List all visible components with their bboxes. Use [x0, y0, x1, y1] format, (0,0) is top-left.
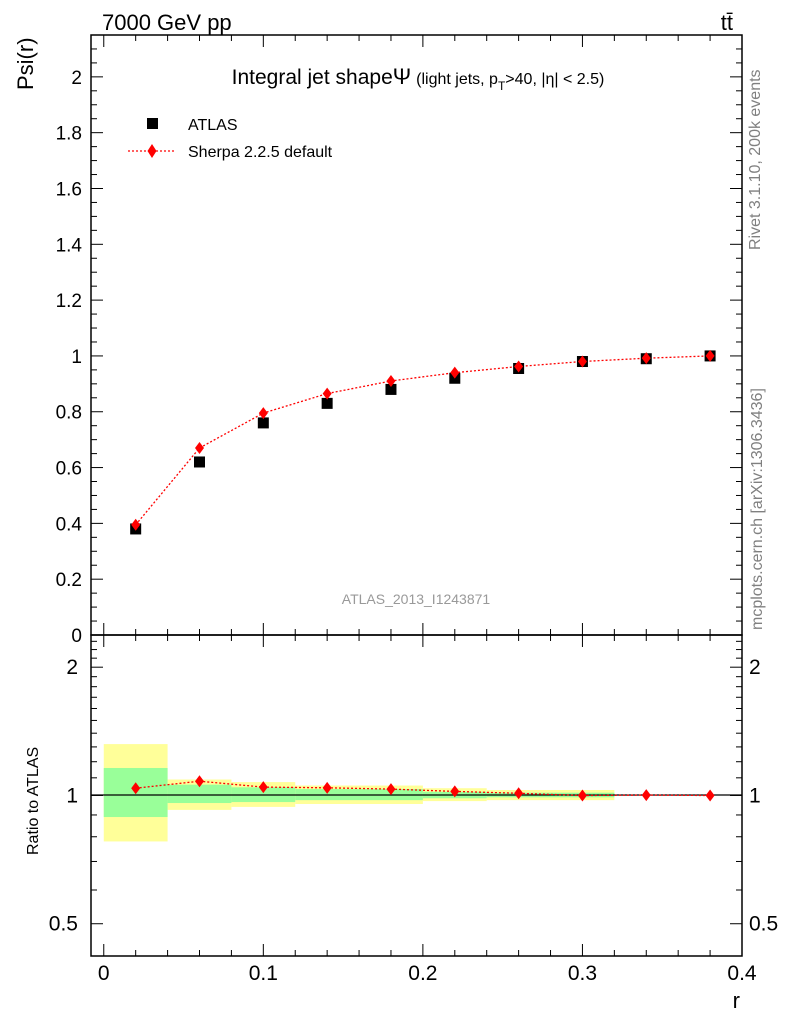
- sherpa-ratio-point: [705, 789, 715, 802]
- sherpa-data-point: [386, 375, 396, 388]
- sherpa-ratio-point: [450, 785, 460, 798]
- main-y-tick-label: 1.2: [56, 291, 82, 312]
- sherpa-curve-main: [135, 355, 711, 526]
- ratio-y-tick-label: 2: [66, 656, 78, 679]
- ratio-uncertainty-bands: [103, 744, 615, 842]
- sherpa-ratio-point: [386, 783, 396, 796]
- ratio-y-tick-label: 1: [66, 784, 78, 807]
- ratio-y-tick-label-right: 0.5: [749, 913, 778, 936]
- analysis-id-label: ATLAS_2013_I1243871: [342, 591, 491, 607]
- sherpa-points: [131, 349, 715, 531]
- sherpa-ratio-point: [322, 781, 332, 794]
- sherpa-ratio-point: [641, 789, 651, 802]
- legend: ATLAS Sherpa 2.2.5 default: [128, 117, 333, 161]
- x-axis-label: r: [733, 988, 740, 1013]
- atlas-data-point: [194, 456, 205, 468]
- ratio-y-tick-label: 0.5: [49, 913, 78, 936]
- sherpa-data-point: [258, 407, 268, 420]
- main-y-tick-label: 0: [71, 626, 82, 647]
- x-tick-label: 0.3: [568, 962, 597, 985]
- rivet-version-text: Rivet 3.1.10, 200k events: [747, 69, 764, 250]
- main-y-tick-label: 0.8: [56, 403, 82, 424]
- main-y-axis-label: Psi(r): [13, 37, 38, 90]
- main-axis-tick-labels: 0 0.2 0.4 0.6 0.8 1 1.2 1.4 1.6 1.8 2: [56, 68, 83, 647]
- ratio-y-tick-label-right: 1: [749, 784, 761, 807]
- x-tick-label: 0: [98, 962, 110, 985]
- subtitle-subscript: T: [498, 79, 506, 93]
- mcplots-reference-text: mcplots.cern.ch [arXiv:1306.3436]: [749, 388, 766, 630]
- sherpa-data-point: [131, 518, 141, 531]
- process-label: tt̄: [721, 10, 733, 35]
- main-y-tick-label: 0.2: [56, 570, 82, 591]
- legend-sherpa-marker: [147, 144, 157, 158]
- x-tick-label: 0.2: [408, 962, 437, 985]
- atlas-data-point: [385, 383, 397, 395]
- main-y-tick-label: 1.4: [56, 235, 83, 256]
- sherpa-ratio-point: [514, 787, 524, 800]
- sherpa-data-point: [705, 349, 715, 362]
- legend-atlas-marker: [147, 118, 158, 129]
- subtitle-suffix: >40, |η| < 2.5): [505, 71, 604, 88]
- sherpa-data-point: [514, 360, 524, 373]
- sherpa-line: [135, 355, 711, 526]
- sherpa-ratio-points: [131, 775, 715, 802]
- main-y-tick-label: 0.6: [56, 459, 82, 480]
- ratio-y-axis-label: Ratio to ATLAS: [25, 747, 42, 855]
- ratio-axis-ticks: [91, 635, 743, 956]
- x-tick-label: 0.1: [249, 962, 278, 985]
- sherpa-ratio-point: [131, 782, 141, 795]
- main-y-tick-label: 2: [71, 68, 82, 89]
- sherpa-data-point: [322, 387, 332, 400]
- main-y-tick-label: 1: [71, 347, 82, 368]
- title-text: Integral jet shape: [232, 66, 393, 89]
- inner-uncertainty-band: [167, 784, 232, 804]
- main-y-tick-label: 0.4: [56, 514, 83, 535]
- atlas-data-point: [321, 397, 333, 409]
- sherpa-data-point: [450, 366, 460, 379]
- ratio-axis-tick-labels: 0.5 0.5 1 1 2 2 0 0.1 0.2 0.3 0.4: [49, 656, 778, 985]
- sherpa-ratio-line: [135, 780, 711, 797]
- ratio-plot: 0.5 0.5 1 1 2 2 0 0.1 0.2 0.3 0.4 Ratio to ATLAS r: [25, 634, 778, 1013]
- sherpa-ratio-point: [258, 781, 268, 794]
- psi-symbol: Ψ: [393, 64, 411, 89]
- sherpa-data-point: [641, 352, 651, 365]
- legend-atlas-label: ATLAS: [188, 117, 238, 134]
- atlas-data-point: [257, 417, 269, 429]
- main-plot: 0 0.2 0.4 0.6 0.8 1 1.2 1.4 1.6 1.8 2 Psi(r) Integ…: [13, 34, 743, 647]
- legend-sherpa-label: Sherpa 2.2.5 default: [188, 144, 333, 161]
- main-plot-title: Integral jet shapeΨ (light jets, pT>40, |…: [232, 64, 605, 93]
- sherpa-ratio-point: [577, 789, 587, 802]
- sherpa-ratio-point: [195, 775, 204, 788]
- x-tick-label: 0.4: [727, 962, 757, 985]
- sherpa-curve-ratio: [135, 780, 711, 797]
- ratio-y-tick-label-right: 2: [749, 656, 761, 679]
- energy-label: 7000 GeV pp: [102, 10, 232, 35]
- sherpa-data-point: [195, 442, 204, 455]
- sherpa-data-point: [577, 355, 587, 368]
- main-y-tick-label: 1.8: [56, 124, 82, 145]
- main-y-tick-label: 1.6: [56, 179, 82, 200]
- ratio-plot-frame: [90, 634, 743, 957]
- subtitle-prefix: (light jets, p: [416, 71, 498, 88]
